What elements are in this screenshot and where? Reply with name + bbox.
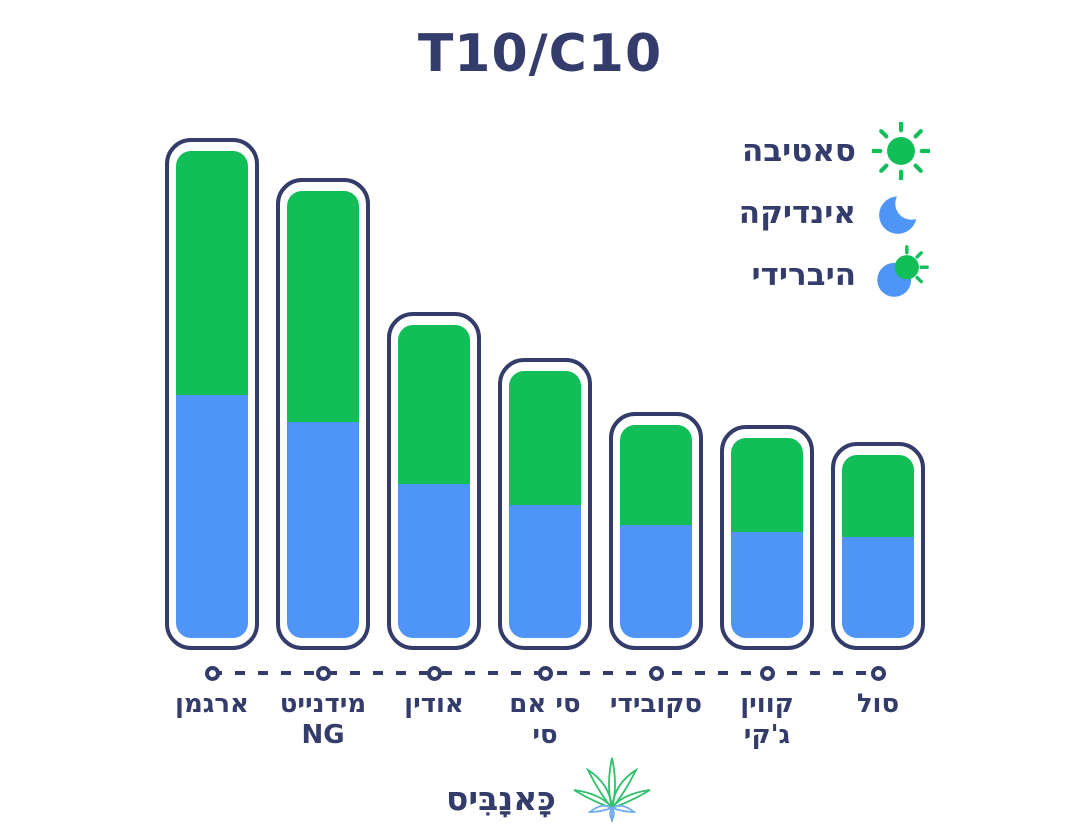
x-axis-label-line: סקובידי (609, 689, 703, 719)
x-axis-label-2: מידנייט NG (238, 689, 408, 751)
bar-fill (842, 455, 914, 638)
x-axis-label-1: ארגמן (127, 689, 297, 720)
bar-3 (387, 312, 481, 650)
legend-item-indica: אינדיקה (739, 182, 932, 244)
axis-marker-5 (648, 665, 664, 681)
legend-label-sativa: סאטיבה (741, 133, 856, 169)
x-axis-label-line: ארגמן (175, 689, 249, 719)
x-axis-label-5: סקובידי (571, 689, 741, 720)
bar-segment-indica (287, 422, 359, 638)
bar-fill (509, 371, 581, 638)
x-axis-label-line: אודין (404, 689, 464, 719)
bar-segment-indica (842, 537, 914, 638)
bar-segment-indica (176, 395, 248, 638)
x-axis-label-line: קווין (740, 689, 794, 719)
moon-icon (870, 188, 932, 238)
sun-moon-icon (870, 245, 932, 305)
bar-segment-sativa (398, 325, 470, 484)
bar-4 (498, 358, 592, 650)
brand-name: כָּאנָבִּיס (446, 778, 556, 818)
bar-1 (165, 138, 259, 650)
bar-5 (609, 412, 703, 650)
bar-fill (176, 151, 248, 638)
bar-2 (276, 178, 370, 650)
x-axis-label-6: קווין ג'קי (682, 689, 852, 751)
bar-fill (287, 191, 359, 638)
bar-segment-sativa (620, 425, 692, 525)
bar-segment-indica (398, 484, 470, 638)
bar-fill (398, 325, 470, 638)
bar-segment-indica (620, 525, 692, 638)
bar-segment-indica (731, 532, 803, 638)
x-axis-label-4: סי אם סי (460, 689, 630, 751)
legend-label-indica: אינדיקה (738, 195, 856, 231)
bar-segment-sativa (176, 151, 248, 395)
axis-marker-4 (537, 665, 553, 681)
x-axis-label-line: NG (301, 720, 345, 751)
x-axis-label-3: אודין (349, 689, 519, 720)
legend: סאטיבה אינדיקה היברידי (739, 120, 932, 306)
legend-item-sativa: סאטיבה (739, 120, 932, 182)
bar-segment-indica (509, 505, 581, 638)
bar-fill (620, 425, 692, 638)
bar-fill (731, 438, 803, 638)
x-axis-label-7: סול (793, 689, 963, 720)
axis-marker-1 (204, 665, 220, 681)
bar-7 (831, 442, 925, 650)
cannabis-leaf-icon (562, 750, 662, 828)
axis-marker-3 (426, 665, 442, 681)
bar-6 (720, 425, 814, 650)
legend-label-hybrid: היברידי (751, 257, 856, 293)
x-axis-label-line: סול (856, 689, 900, 719)
x-axis-label-line: סי (532, 720, 558, 751)
bar-segment-sativa (509, 371, 581, 505)
x-axis-label-line: סי אם (509, 689, 581, 719)
sun-icon (870, 122, 932, 180)
bar-segment-sativa (731, 438, 803, 532)
x-axis-label-line: ג'קי (743, 720, 791, 751)
x-axis-label-line: מידנייט (279, 689, 367, 719)
axis-marker-7 (870, 665, 886, 681)
axis-marker-6 (759, 665, 775, 681)
bar-segment-sativa (287, 191, 359, 422)
bar-segment-sativa (842, 455, 914, 537)
brand-logo: כָּאנָבִּיס (446, 750, 662, 828)
chart-title: T10/C10 (417, 24, 663, 84)
legend-item-hybrid: היברידי (739, 244, 932, 306)
axis-marker-2 (315, 665, 331, 681)
